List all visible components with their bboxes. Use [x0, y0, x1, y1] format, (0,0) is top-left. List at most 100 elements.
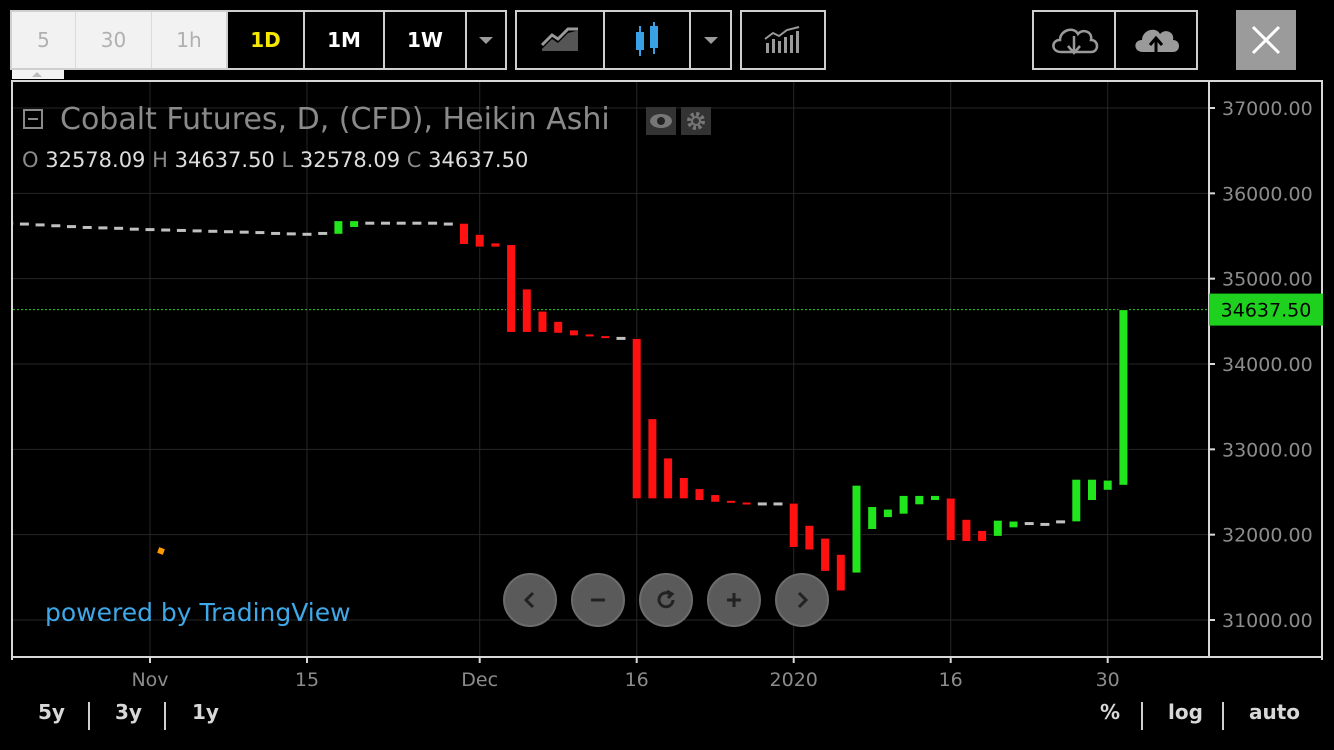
- cloud-toolbar: [1032, 10, 1198, 70]
- plot-group: [13, 82, 1209, 656]
- eye-icon: [650, 114, 672, 128]
- candle: [992, 519, 1003, 537]
- candle: [114, 226, 124, 230]
- candle: [428, 221, 438, 225]
- active-tab-indicator: [12, 70, 64, 79]
- candle: [1056, 520, 1066, 524]
- candle: [757, 502, 767, 506]
- candle: [255, 231, 265, 235]
- cloud-load-button[interactable]: [1034, 12, 1116, 68]
- percent-scale-button[interactable]: %: [1100, 700, 1121, 724]
- interval-1w-button[interactable]: 1W: [385, 12, 467, 68]
- candle: [977, 529, 988, 542]
- area-chart-button[interactable]: [517, 12, 605, 68]
- candle: [443, 222, 453, 226]
- candle: [521, 288, 532, 333]
- cloud-upload-icon: [1135, 29, 1179, 54]
- interval-1h-button[interactable]: 1h: [152, 12, 228, 68]
- candle: [678, 476, 689, 500]
- interval-1d-button[interactable]: 1D: [228, 12, 305, 68]
- interval-dropdown-button[interactable]: [467, 12, 505, 68]
- candle: [67, 225, 76, 229]
- candle: [710, 494, 721, 503]
- range-5y-button[interactable]: 5y: [38, 700, 65, 724]
- candle-chart-button[interactable]: [605, 12, 691, 68]
- open-value: 32578.09: [45, 148, 146, 172]
- auto-scale-button[interactable]: auto: [1249, 700, 1301, 724]
- candle: [396, 221, 406, 225]
- event-marker: [157, 547, 165, 555]
- candle: [333, 220, 344, 235]
- range-3y-button[interactable]: 3y: [115, 700, 142, 724]
- divider: [88, 702, 90, 730]
- candle: [474, 233, 485, 248]
- settings-button[interactable]: [681, 107, 711, 135]
- candle: [1040, 522, 1050, 526]
- ohlc-readout: O 32578.09 H 34637.50 L 32578.09 C 34637…: [22, 148, 528, 172]
- candle: [129, 227, 139, 231]
- last-price-label: 34637.50: [1221, 300, 1312, 322]
- range-1y-button[interactable]: 1y: [192, 700, 219, 724]
- x-axis-tick-label: 2020: [770, 669, 818, 691]
- interval-30-button[interactable]: 30: [76, 12, 152, 68]
- area-chart-icon: [540, 27, 578, 51]
- candle: [882, 508, 893, 519]
- candle: [13, 221, 14, 225]
- x-axis-tick-label: 16: [625, 669, 649, 691]
- candle: [773, 502, 783, 506]
- reset-button[interactable]: [639, 573, 693, 627]
- scroll-right-button[interactable]: [775, 573, 829, 627]
- y-axis-tick-label: 37000.00: [1222, 98, 1313, 120]
- candle: [600, 335, 611, 340]
- candle: [349, 220, 360, 228]
- candle: [1071, 478, 1082, 523]
- candle: [914, 494, 925, 506]
- candle: [1102, 479, 1113, 491]
- chevron-up-icon: [32, 72, 42, 77]
- chart-type-dropdown-button[interactable]: [691, 12, 730, 68]
- zoom-out-button[interactable]: [571, 573, 625, 627]
- y-axis-tick-label: 33000.00: [1222, 439, 1313, 461]
- scroll-left-button[interactable]: [503, 573, 557, 627]
- candle: [82, 225, 92, 229]
- interval-1m-button[interactable]: 1M: [305, 12, 385, 68]
- last-price-badge: [1209, 293, 1323, 326]
- open-label: O: [22, 148, 39, 172]
- indicators-toolbar: [740, 10, 826, 70]
- x-axis-tick-label: 15: [295, 669, 319, 691]
- refresh-icon: [657, 589, 675, 609]
- log-scale-button[interactable]: log: [1168, 700, 1203, 724]
- candle: [867, 506, 878, 531]
- candle: [1008, 520, 1019, 529]
- cloud-save-button[interactable]: [1116, 12, 1196, 68]
- candlestick-icon: [636, 22, 658, 56]
- divider: [164, 702, 166, 730]
- low-label: L: [281, 148, 294, 172]
- y-axis-tick-label: 32000.00: [1222, 525, 1313, 547]
- zoom-in-button[interactable]: [707, 573, 761, 627]
- indicators-button[interactable]: [742, 12, 824, 68]
- collapse-legend-button[interactable]: [23, 109, 43, 129]
- chevron-down-icon: [479, 36, 493, 44]
- close-button[interactable]: [1236, 10, 1296, 70]
- candle: [694, 488, 705, 502]
- chevron-down-icon: [703, 36, 718, 44]
- candle: [961, 518, 972, 542]
- candle: [804, 524, 815, 551]
- candle: [553, 320, 564, 334]
- divider: [1141, 702, 1143, 730]
- visibility-button[interactable]: [646, 107, 676, 135]
- candle: [663, 457, 674, 500]
- candle: [286, 232, 296, 236]
- interval-5-button[interactable]: 5: [12, 12, 76, 68]
- candle: [490, 242, 501, 248]
- candle: [412, 221, 422, 225]
- plus-icon: [727, 593, 741, 607]
- candle: [35, 223, 45, 227]
- candle: [51, 224, 61, 228]
- powered-by-link[interactable]: powered by TradingView: [45, 598, 351, 627]
- candle: [568, 329, 579, 337]
- chart-area[interactable]: [11, 80, 1323, 660]
- x-axis-tick-label: Dec: [461, 669, 498, 691]
